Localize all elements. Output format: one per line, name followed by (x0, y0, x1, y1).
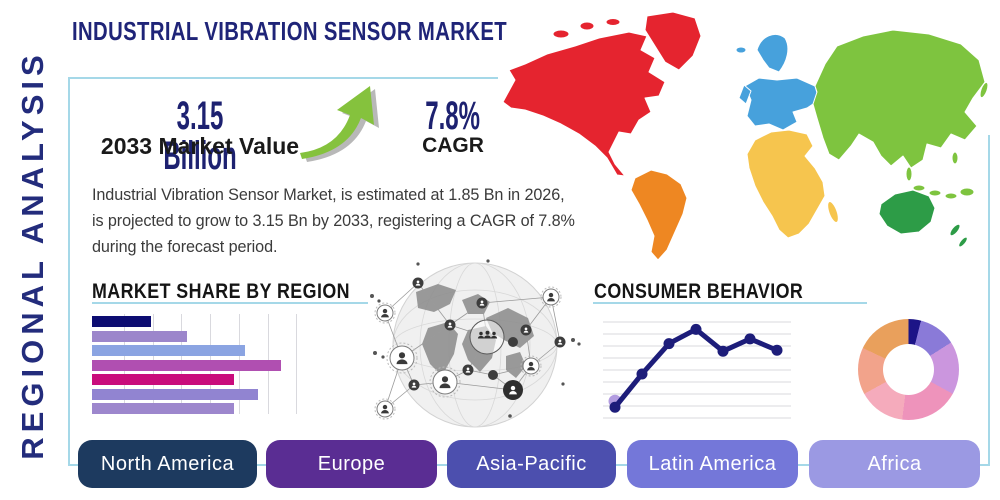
region-button-latin-america[interactable]: Latin America (627, 440, 798, 488)
network-globe-illustration (370, 259, 581, 428)
market-share-bar-chart (92, 314, 314, 416)
bar-segment (92, 403, 234, 414)
data-point (771, 344, 783, 356)
data-point (663, 338, 675, 350)
map-iceland (735, 46, 747, 54)
bar-segment (92, 388, 259, 400)
page-title: INDUSTRIAL VIBRATION SENSOR MARKET (72, 16, 508, 46)
cagr-label: CAGR (422, 134, 484, 157)
map-asia (812, 29, 986, 169)
bar-segment (92, 330, 187, 342)
map-malay-peninsula (905, 166, 913, 182)
map-new-zealand (958, 236, 968, 248)
map-south-america (630, 169, 688, 261)
map-africa (746, 129, 826, 239)
bar-gridline (296, 314, 298, 414)
frame-border-top (68, 77, 498, 79)
market-value-label: 2033 Market Value (100, 133, 300, 159)
bar-segment (92, 345, 246, 356)
map-arctic-island (605, 18, 621, 26)
map-japan (979, 81, 989, 99)
map-arctic-island (579, 21, 595, 31)
network-lines (384, 282, 561, 410)
map-indonesia (912, 184, 926, 192)
map-new-guinea (959, 187, 975, 197)
consumer-behavior-underline (593, 302, 867, 304)
data-point (744, 333, 756, 345)
map-greenland (644, 11, 702, 71)
map-arctic-island (552, 29, 570, 39)
market-value-number: 3.15 Billion (163, 94, 237, 178)
region-button-asia-pacific[interactable]: Asia-Pacific (447, 440, 616, 488)
data-point (609, 401, 621, 413)
bar-segment (92, 316, 151, 327)
network-dots (370, 259, 581, 418)
region-button-north-america[interactable]: North America (78, 440, 257, 488)
map-madagascar (827, 201, 839, 223)
frame-border-right (988, 135, 990, 466)
bar-segment (92, 374, 234, 385)
market-description: Industrial Vibration Sensor Market, is e… (92, 186, 575, 257)
data-point (717, 345, 729, 357)
data-point (636, 368, 648, 380)
market-share-underline (92, 302, 368, 304)
map-philippines (951, 151, 959, 165)
region-button-africa[interactable]: Africa (809, 440, 980, 488)
map-europe (744, 77, 820, 131)
data-point (690, 323, 702, 335)
map-uk (738, 84, 752, 105)
frame-border-left (68, 77, 70, 465)
region-button-europe[interactable]: Europe (266, 440, 437, 488)
map-europe-scandinavia (756, 34, 789, 73)
cagr-number: 7.8% (425, 94, 481, 138)
map-north-america (502, 31, 666, 177)
person-node-icons (374, 277, 566, 420)
region-donut-chart (858, 319, 959, 420)
market-share-heading: MARKET SHARE BY REGION (92, 280, 350, 303)
consumer-behavior-line-chart (603, 321, 791, 419)
map-australia (878, 189, 936, 235)
map-indonesia (944, 192, 958, 200)
map-new-zealand (949, 223, 961, 237)
consumer-behavior-heading: CONSUMER BEHAVIOR (594, 280, 804, 303)
side-label: REGIONAL ANALYSIS (15, 50, 50, 460)
world-map (502, 11, 989, 261)
bar-segment (92, 359, 281, 371)
map-indonesia (928, 189, 942, 197)
growth-arrow-icon (300, 86, 379, 162)
